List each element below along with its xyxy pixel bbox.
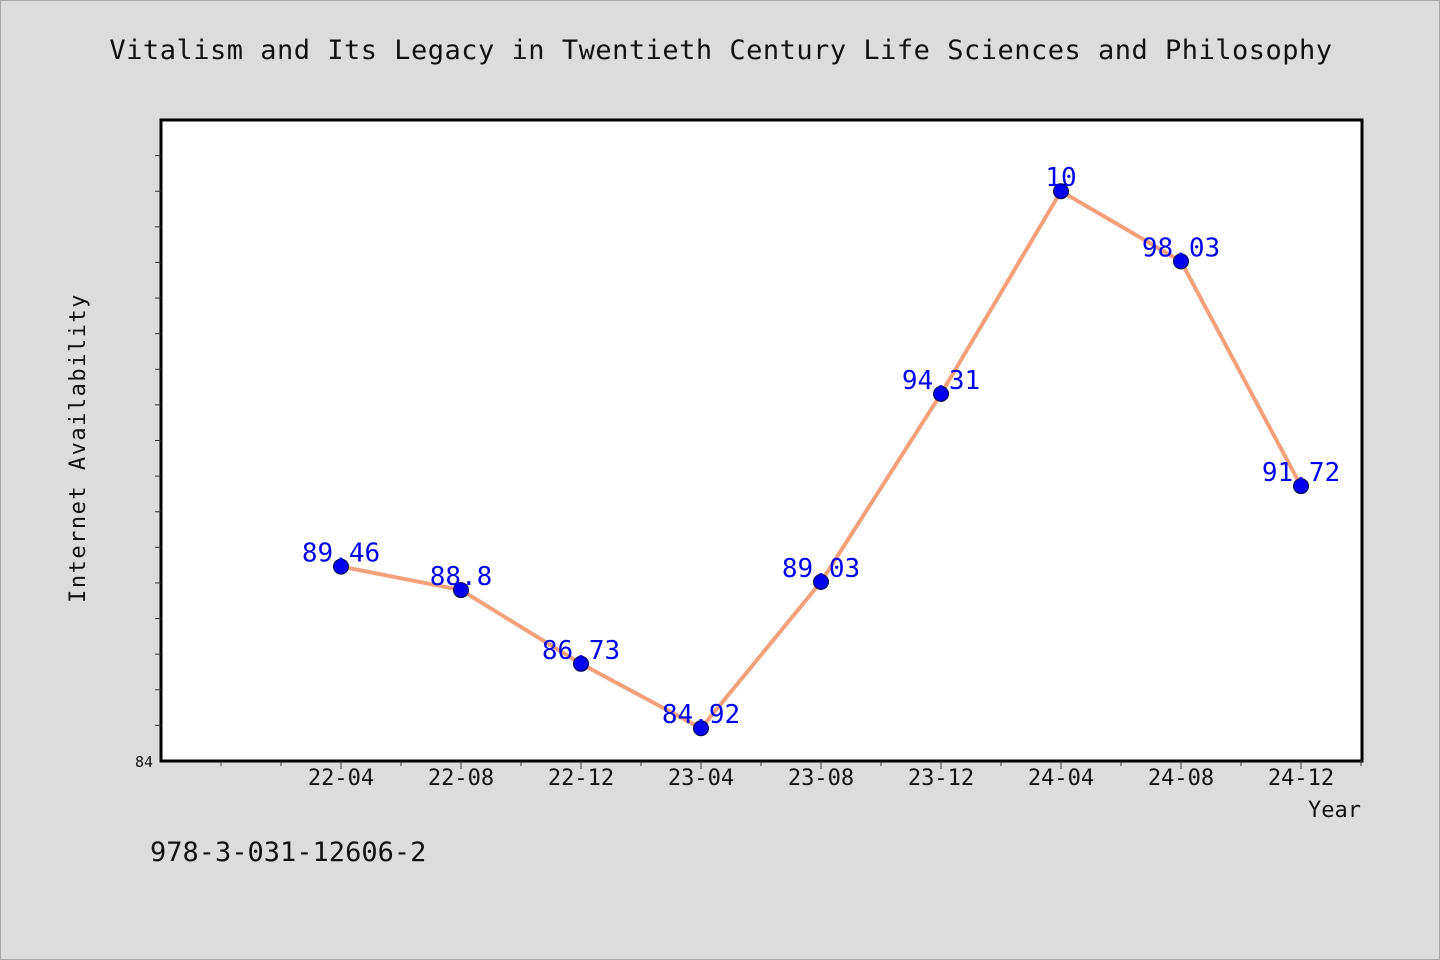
x-tick-label: 24-08 (1148, 766, 1214, 791)
y-axis-label: Internet Availability (66, 293, 91, 603)
data-point (1173, 253, 1189, 270)
data-label: 84.92 (662, 700, 740, 730)
isbn-text: 978-3-031-12606-2 (150, 837, 427, 868)
x-tick-label: 22-12 (548, 766, 614, 791)
plot-area (159, 118, 1364, 763)
data-label: 10 (1045, 163, 1076, 193)
y-tick-label: 84 (135, 753, 153, 771)
data-point (813, 573, 829, 590)
data-point (333, 558, 349, 575)
x-axis-label: Year (1308, 798, 1361, 823)
x-tick-label: 22-08 (428, 766, 494, 791)
data-point (1293, 478, 1309, 495)
data-point (1053, 183, 1069, 200)
data-label: 89.46 (302, 539, 380, 569)
x-tick-label: 23-12 (908, 766, 974, 791)
data-label: 98.03 (1142, 233, 1220, 263)
x-tick-label: 23-04 (668, 766, 734, 791)
x-tick-label: 22-04 (308, 766, 374, 791)
data-label: 94.31 (902, 366, 980, 396)
data-label: 86.73 (542, 636, 620, 666)
data-label: 91.72 (1262, 458, 1340, 488)
data-label: 89.03 (782, 554, 860, 584)
data-point (453, 582, 469, 599)
x-tick-label: 23-08 (788, 766, 854, 791)
data-point (693, 720, 709, 737)
data-point (573, 655, 589, 672)
data-label: 88.8 (430, 562, 493, 592)
x-tick-label: 24-12 (1268, 766, 1334, 791)
data-point (933, 385, 949, 402)
chart-title: Vitalism and Its Legacy in Twentieth Cen… (109, 35, 1333, 66)
x-tick-label: 24-04 (1028, 766, 1094, 791)
